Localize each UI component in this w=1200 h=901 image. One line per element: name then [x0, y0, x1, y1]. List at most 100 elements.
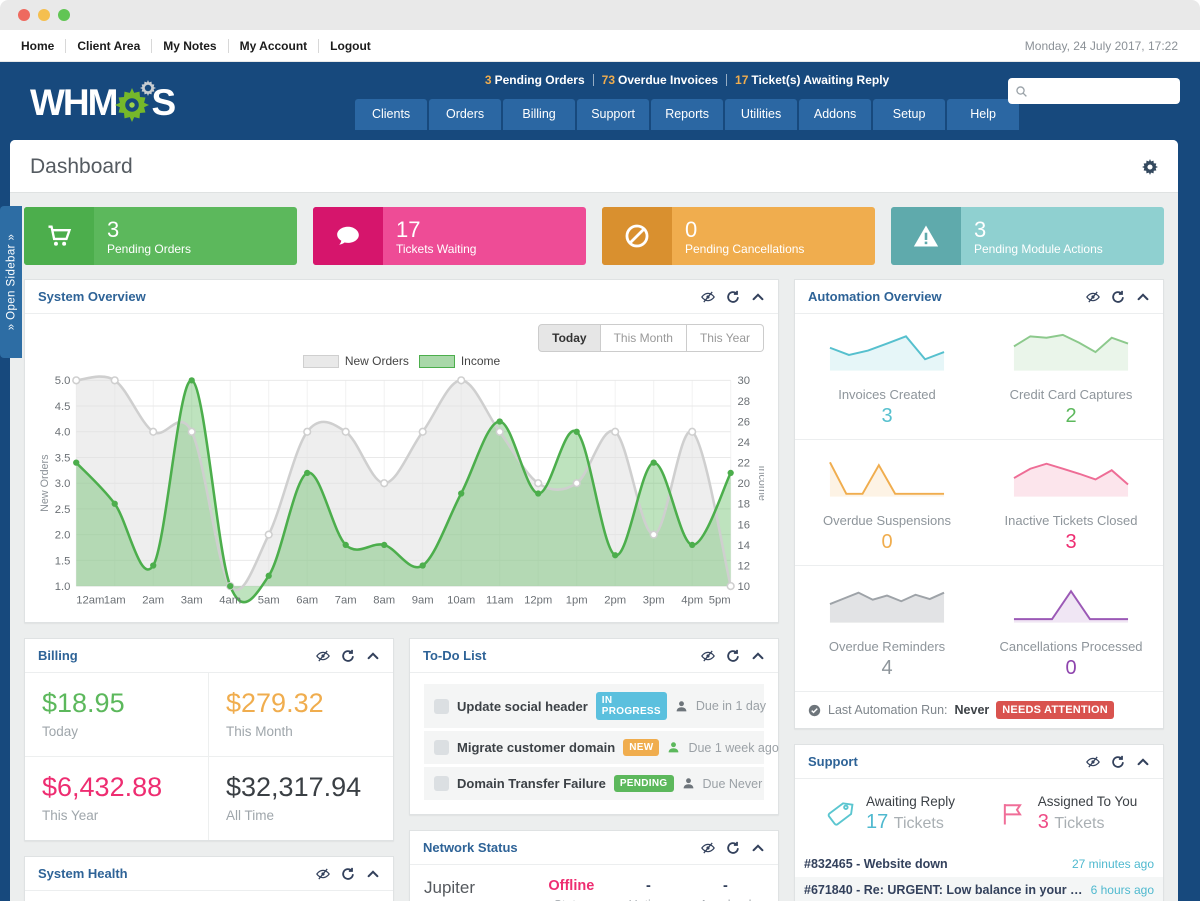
- refresh-panel-icon[interactable]: [726, 648, 740, 663]
- svg-text:4.5: 4.5: [55, 401, 71, 413]
- refresh-panel-icon[interactable]: [726, 289, 740, 304]
- stat-tickets-waiting[interactable]: 17 Tickets Waiting: [313, 207, 586, 265]
- menu-logout[interactable]: Logout: [318, 38, 382, 53]
- stat-pending-cancellations[interactable]: 0 Pending Cancellations: [602, 207, 875, 265]
- tab-clients[interactable]: Clients: [355, 99, 428, 130]
- needs-attention-badge[interactable]: NEEDS ATTENTION: [996, 701, 1114, 719]
- todo-checkbox[interactable]: [434, 698, 449, 714]
- minimize-window-button[interactable]: [38, 9, 50, 21]
- svg-text:3.0: 3.0: [55, 478, 71, 490]
- tab-support[interactable]: Support: [577, 99, 650, 130]
- logo-gear-icon: [115, 80, 157, 122]
- close-window-button[interactable]: [18, 9, 30, 21]
- ticket-title: #671840 - Re: URGENT: Low balance in you…: [804, 883, 1083, 897]
- menu-home[interactable]: Home: [21, 38, 55, 53]
- panel-title: System Health: [38, 866, 128, 881]
- collapse-panel-icon[interactable]: [1136, 755, 1150, 769]
- menu-my-notes[interactable]: My Notes: [151, 38, 227, 53]
- svg-text:6am: 6am: [296, 595, 318, 607]
- menu-my-account[interactable]: My Account: [227, 38, 319, 53]
- status-badge: IN PROGRESS: [595, 692, 667, 720]
- svg-text:1.0: 1.0: [55, 581, 71, 593]
- menu-client-area[interactable]: Client Area: [65, 38, 151, 53]
- tab-addons[interactable]: Addons: [799, 99, 872, 130]
- range-this-month-button[interactable]: This Month: [600, 324, 687, 352]
- range-this-year-button[interactable]: This Year: [686, 324, 764, 352]
- recent-tickets-list: #832465 - Website down 27 minutes ago #67…: [795, 851, 1163, 901]
- hide-panel-icon[interactable]: [701, 841, 715, 855]
- refresh-panel-icon[interactable]: [1111, 289, 1125, 304]
- chart-legend: New Orders Income: [39, 354, 764, 368]
- server-row: Jupiter jupiter.serverfarm.... OfflineSt…: [424, 878, 764, 901]
- todo-checkbox[interactable]: [434, 776, 449, 791]
- hide-panel-icon[interactable]: [701, 290, 715, 304]
- collapse-panel-icon[interactable]: [366, 867, 380, 881]
- collapse-panel-icon[interactable]: [366, 649, 380, 663]
- billing-amount: $279.32: [226, 688, 324, 718]
- header-middle: 3 Pending Orders 73 Overdue Invoices 17 Tic…: [174, 62, 1200, 130]
- stat-pending-orders[interactable]: 3 Pending Orders: [24, 207, 297, 265]
- panel-title: Support: [808, 754, 858, 769]
- metric-overdue-reminders: Overdue Reminders 4: [795, 566, 979, 691]
- tab-reports[interactable]: Reports: [651, 99, 724, 130]
- hide-panel-icon[interactable]: [316, 867, 330, 881]
- todo-due: Due Never: [702, 776, 763, 791]
- assigned-to-you-stat[interactable]: Assigned To You 3 Tickets: [979, 794, 1157, 834]
- metric-label: Invoices Created: [838, 387, 936, 402]
- stat-pending-module-actions[interactable]: 3 Pending Module Actions: [891, 207, 1164, 265]
- billing-period: Today: [42, 724, 79, 739]
- ticket-row[interactable]: #832465 - Website down 27 minutes ago: [795, 851, 1163, 877]
- todo-due: Due 1 week ago: [688, 740, 779, 755]
- open-sidebar-tab[interactable]: » Open Sidebar »: [0, 206, 22, 358]
- legend-label: New Orders: [344, 354, 409, 368]
- system-overview-chart[interactable]: 5.0 4.5 4.0 3.5 3.0 2.5 2.0 1.5 1.0 30 28 26 24 22 20 1…: [39, 368, 764, 618]
- refresh-panel-icon[interactable]: [341, 866, 355, 881]
- server-name[interactable]: Jupiter: [424, 878, 476, 897]
- todo-checkbox[interactable]: [434, 740, 449, 755]
- tab-setup[interactable]: Setup: [873, 99, 946, 130]
- refresh-panel-icon[interactable]: [341, 648, 355, 663]
- stat-label: Awaiting Reply: [865, 794, 956, 809]
- pending-orders-count: 3: [484, 73, 492, 87]
- svg-text:20: 20: [738, 478, 751, 490]
- stat-count: 3: [974, 216, 987, 242]
- pending-orders-label[interactable]: Pending Orders: [494, 73, 585, 87]
- hide-panel-icon[interactable]: [701, 649, 715, 663]
- svg-text:10: 10: [738, 581, 751, 593]
- svg-text:1am: 1am: [104, 595, 126, 607]
- collapse-panel-icon[interactable]: [751, 290, 765, 304]
- whmcs-logo[interactable]: WHM S: [30, 72, 176, 123]
- tickets-awaiting-label[interactable]: Ticket(s) Awaiting Reply: [751, 73, 890, 87]
- svg-text:3am: 3am: [181, 595, 203, 607]
- hide-panel-icon[interactable]: [316, 649, 330, 663]
- sparkline: [829, 335, 945, 371]
- svg-text:3.5: 3.5: [55, 452, 71, 464]
- refresh-panel-icon[interactable]: [726, 840, 740, 855]
- collapse-panel-icon[interactable]: [751, 649, 765, 663]
- server-load-value: -: [723, 878, 728, 894]
- tab-orders[interactable]: Orders: [429, 99, 502, 130]
- hide-panel-icon[interactable]: [1086, 755, 1100, 769]
- hide-panel-icon[interactable]: [1086, 290, 1100, 304]
- refresh-panel-icon[interactable]: [1111, 754, 1125, 769]
- tab-help[interactable]: Help: [947, 99, 1020, 130]
- tab-utilities[interactable]: Utilities: [725, 99, 798, 130]
- zoom-window-button[interactable]: [58, 9, 70, 21]
- stat-label: Pending Module Actions: [974, 241, 1103, 256]
- svg-text:14: 14: [738, 540, 751, 552]
- collapse-panel-icon[interactable]: [1136, 290, 1150, 304]
- overdue-invoices-label[interactable]: Overdue Invoices: [618, 73, 719, 87]
- awaiting-reply-stat[interactable]: Awaiting Reply 17 Tickets: [801, 794, 979, 834]
- dashboard-settings-gear-icon[interactable]: [1142, 159, 1158, 175]
- search-input[interactable]: [1033, 84, 1173, 98]
- ticket-row[interactable]: #671840 - Re: URGENT: Low balance in you…: [795, 877, 1163, 901]
- metric-credit-card-captures: Credit Card Captures 2: [979, 314, 1163, 440]
- svg-text:24: 24: [738, 437, 751, 449]
- panel-automation-overview: Automation Overview Invoices Created 3 Cr…: [794, 279, 1164, 729]
- flag-icon: [1003, 804, 1022, 825]
- range-today-button[interactable]: Today: [538, 324, 601, 352]
- collapse-panel-icon[interactable]: [751, 841, 765, 855]
- tab-billing[interactable]: Billing: [503, 99, 576, 130]
- logo-text-right: S: [151, 82, 176, 123]
- stat-unit: Tickets: [893, 815, 944, 832]
